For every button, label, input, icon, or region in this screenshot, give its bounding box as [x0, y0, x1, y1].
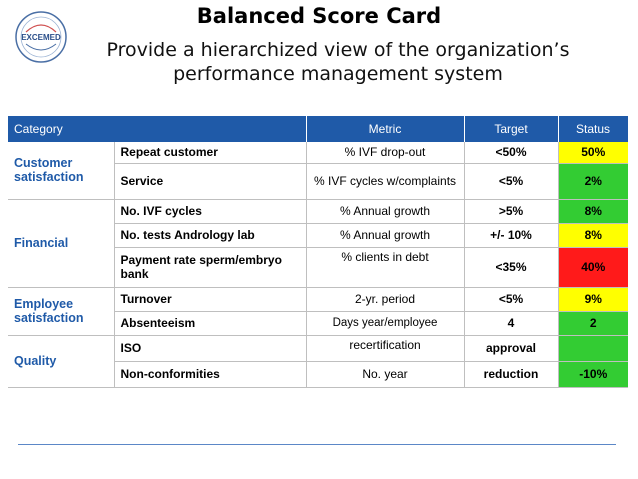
- row-status: 8%: [557, 223, 629, 248]
- table-row: Service % IVF cycles w/complaints <5% 2%: [8, 163, 629, 200]
- column-header-target: Target: [464, 116, 559, 142]
- row-target: +/- 10%: [463, 223, 559, 248]
- row-status: 2: [557, 311, 629, 336]
- row-name: Payment rate sperm/embryo bank: [113, 247, 307, 288]
- row-status: 40%: [557, 247, 629, 288]
- excemed-logo: EXCEMED: [14, 10, 68, 64]
- row-target: reduction: [463, 361, 559, 388]
- row-metric: Days year/employee: [305, 311, 465, 336]
- row-target: <5%: [463, 163, 559, 200]
- row-metric: No. year: [305, 361, 465, 388]
- table-row: No. tests Andrology lab % Annual growth …: [8, 223, 629, 248]
- svg-text:EXCEMED: EXCEMED: [21, 33, 61, 42]
- row-target: <50%: [463, 142, 559, 164]
- category-cell: Employee satisfaction: [8, 287, 115, 336]
- row-status: 9%: [557, 287, 629, 312]
- row-name: Non-conformities: [113, 361, 307, 388]
- balanced-scorecard-table: Category Metric Target Status Customer s…: [8, 116, 629, 388]
- column-header-category: Category: [8, 116, 307, 142]
- table-row: Payment rate sperm/embryo bank % clients…: [8, 247, 629, 288]
- table-row: Absenteeism Days year/employee 4 2: [8, 311, 629, 336]
- row-metric: recertification: [305, 335, 465, 362]
- table-row: Financial No. IVF cycles % Annual growth…: [8, 199, 629, 288]
- row-metric: % clients in debt: [305, 247, 465, 288]
- row-status: [557, 335, 629, 362]
- category-cell: Customer satisfaction: [8, 142, 115, 200]
- row-name: ISO: [113, 335, 307, 362]
- category-cell: Financial: [8, 199, 115, 288]
- table-row: Non-conformities No. year reduction -10%: [8, 361, 629, 388]
- row-metric: 2-yr. period: [305, 287, 465, 312]
- row-metric: % IVF drop-out: [305, 142, 465, 164]
- row-target: 4: [463, 311, 559, 336]
- column-header-metric: Metric: [306, 116, 465, 142]
- row-metric: % Annual growth: [305, 199, 465, 224]
- row-status: 50%: [557, 142, 629, 164]
- row-name: Repeat customer: [113, 142, 307, 164]
- row-status: 8%: [557, 199, 629, 224]
- column-header-status: Status: [558, 116, 629, 142]
- row-metric: % Annual growth: [305, 223, 465, 248]
- row-status: 2%: [557, 163, 629, 200]
- table-row: Quality ISO recertification approval: [8, 335, 629, 388]
- row-target: approval: [463, 335, 559, 362]
- row-target: <5%: [463, 287, 559, 312]
- table-row: Employee satisfaction Turnover 2-yr. per…: [8, 287, 629, 336]
- footer-divider: [18, 444, 616, 445]
- row-target: >5%: [463, 199, 559, 224]
- row-target: <35%: [463, 247, 559, 288]
- table-header-row: Category Metric Target Status: [8, 116, 629, 142]
- row-name: Absenteeism: [113, 311, 307, 336]
- row-name: Service: [113, 163, 307, 200]
- row-status: -10%: [557, 361, 629, 388]
- row-name: No. IVF cycles: [113, 199, 307, 224]
- table-row: Customer satisfaction Repeat customer % …: [8, 142, 629, 200]
- page-subtitle: Provide a hierarchized view of the organ…: [106, 39, 570, 85]
- category-cell: Quality: [8, 335, 115, 388]
- row-name: No. tests Andrology lab: [113, 223, 307, 248]
- row-name: Turnover: [113, 287, 307, 312]
- row-metric: % IVF cycles w/complaints: [305, 163, 465, 200]
- page-title: Balanced Score Card: [196, 4, 442, 28]
